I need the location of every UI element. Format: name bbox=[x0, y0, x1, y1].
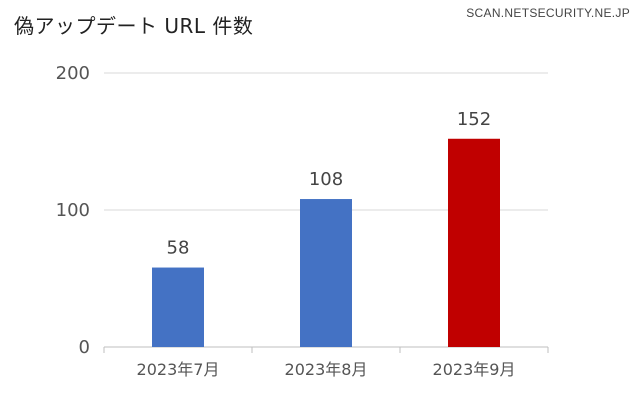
bar-value-label: 152 bbox=[457, 109, 491, 130]
bar bbox=[448, 138, 500, 347]
x-axis-ticks: 2023年7月 2023年8月 2023年9月 bbox=[103, 347, 549, 379]
y-tick-label: 100 bbox=[56, 200, 90, 221]
bars bbox=[152, 138, 500, 347]
x-tick-label: 2023年8月 bbox=[285, 360, 368, 379]
bar-value-label: 108 bbox=[309, 169, 343, 190]
bar-value-label: 58 bbox=[167, 238, 190, 259]
bar bbox=[300, 199, 352, 347]
bar bbox=[152, 267, 204, 347]
y-axis-ticks: 0 100 200 bbox=[56, 63, 90, 358]
y-tick-label: 200 bbox=[56, 63, 90, 84]
x-tick-label: 2023年9月 bbox=[433, 360, 516, 379]
data-labels: 58 108 152 bbox=[167, 109, 492, 259]
x-tick-label: 2023年7月 bbox=[137, 360, 220, 379]
y-tick-label: 0 bbox=[79, 337, 90, 358]
chart-title: 偽アップデート URL 件数 bbox=[14, 14, 254, 38]
source-watermark: SCAN.NETSECURITY.NE.JP bbox=[466, 6, 630, 20]
